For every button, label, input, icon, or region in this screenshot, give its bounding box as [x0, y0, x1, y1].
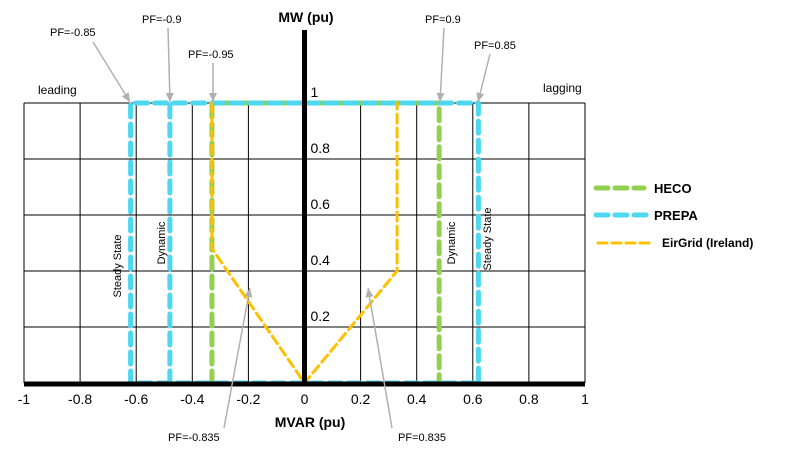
pf-arrow-09	[439, 27, 445, 103]
y-tick-label: 0.2	[311, 308, 331, 324]
pf-arrow-minus-085-head	[121, 92, 130, 102]
pf-arrow-minus-0835	[223, 287, 251, 429]
pf-arrow-085-head	[476, 92, 485, 102]
x-tick-label: 0.6	[463, 391, 483, 407]
annotation-arrows	[92, 27, 491, 429]
legend-label-heco: HECO	[654, 181, 692, 196]
axes-group	[24, 30, 585, 387]
pf-arrow-0835	[367, 287, 393, 429]
legend: HECO PREPA EirGrid (Ireland)	[593, 181, 753, 250]
pf-label-minus-09: PF=-0.9	[142, 14, 181, 26]
legend-label-eirgrid: EirGrid (Ireland)	[662, 236, 753, 250]
pf-arrow-minus-09-head	[165, 92, 174, 102]
dynamic-right-label: Dynamic	[446, 221, 458, 264]
y-tick-label: 0.6	[311, 196, 331, 212]
pf-arrow-09-head	[436, 92, 445, 102]
x-tick-label: 0.4	[407, 391, 427, 407]
x-tick-label: -1	[18, 391, 31, 407]
x-tick-label: -0.8	[68, 391, 92, 407]
pf-arrow-minus-09	[167, 27, 171, 103]
y-tick-label: 1	[311, 84, 319, 100]
x-tick-label: -0.4	[180, 391, 204, 407]
pf-label-09: PF=0.9	[425, 14, 461, 26]
pf-arrow-0835-head	[365, 288, 374, 298]
pf-arrow-minus-095-head	[209, 93, 217, 102]
leading-label: leading	[38, 83, 77, 97]
dynamic-left-label: Dynamic	[156, 221, 168, 264]
x-tick-label: 1	[581, 391, 589, 407]
x-tick-label: 0.2	[351, 391, 371, 407]
pf-label-0835: PF=0.835	[398, 432, 446, 444]
lagging-label: lagging	[543, 81, 582, 95]
y-axis-title: MW (pu)	[278, 9, 333, 25]
steady-state-left-label: Steady State	[112, 235, 124, 298]
pf-label-minus-085: PF=-0.85	[50, 27, 96, 39]
pf-label-minus-095: PF=-0.95	[188, 49, 234, 61]
y-tick-label: 0.8	[311, 140, 331, 156]
pf-arrow-minus-085	[92, 41, 131, 103]
x-tick-label: -0.6	[124, 391, 148, 407]
x-tick-label: -0.2	[236, 391, 260, 407]
steady-state-right-label: Steady State	[482, 208, 494, 271]
tick-labels: -1 -0.8 -0.6 -0.4 -0.2 0 0.2 0.4 0.6 0.8 1 0.2 0.4 0.…	[18, 84, 589, 407]
pf-label-085: PF=0.85	[474, 40, 516, 52]
x-tick-label: 0.8	[519, 391, 539, 407]
pf-arrow-minus-0835-head	[244, 288, 253, 298]
x-tick-label: 0	[301, 391, 309, 407]
legend-label-prepa: PREPA	[654, 208, 698, 223]
x-axis-title: MVAR (pu)	[275, 414, 346, 430]
pf-label-minus-0835: PF=-0.835	[168, 432, 220, 444]
y-tick-label: 0.4	[311, 252, 331, 268]
